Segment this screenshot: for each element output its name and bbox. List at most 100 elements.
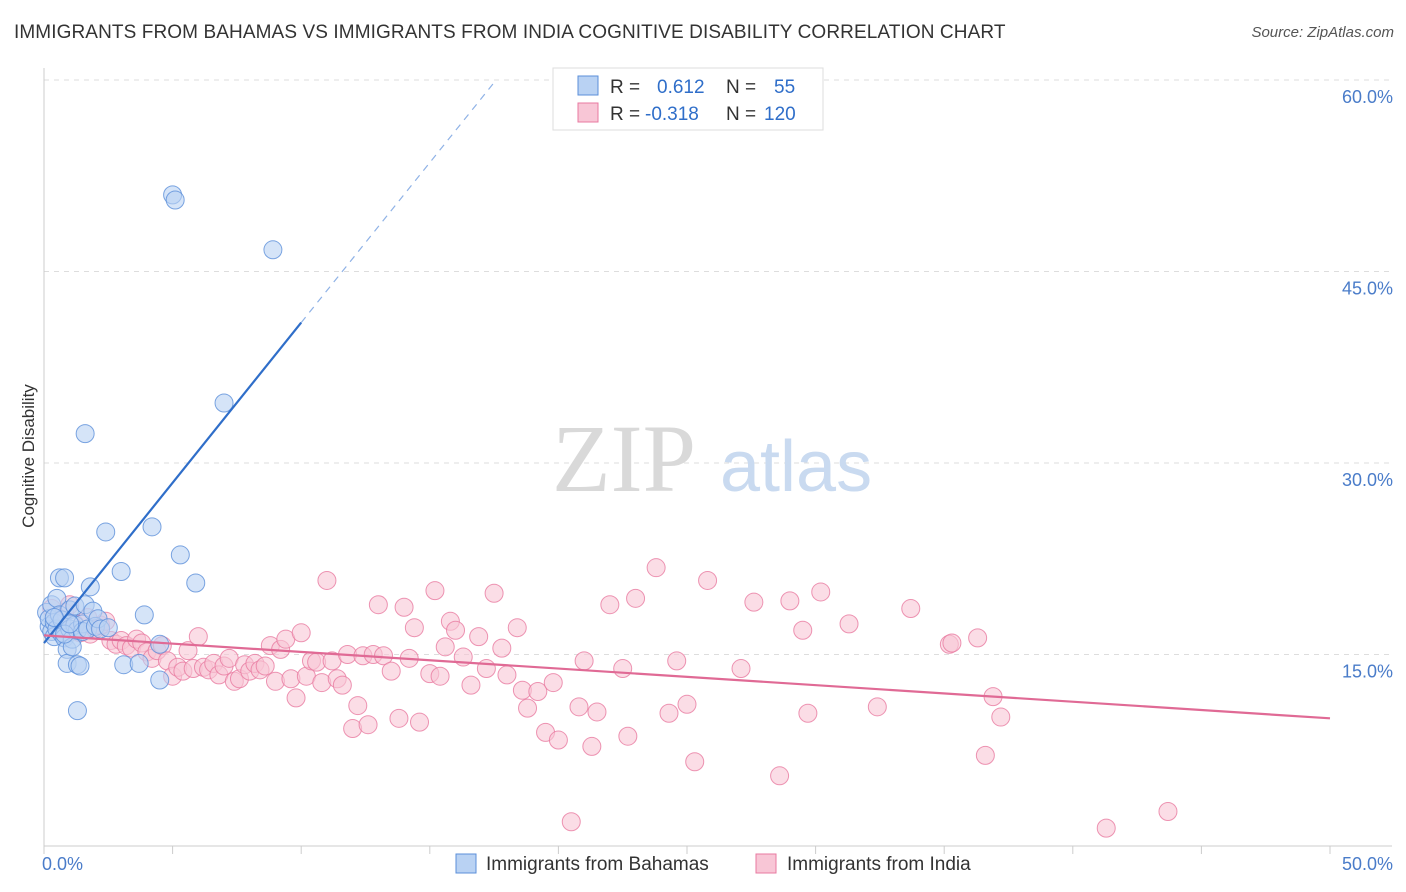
point-india-79 <box>469 627 489 647</box>
point-bahamas-26 <box>70 656 90 676</box>
grid-lines <box>44 79 1392 655</box>
point-india-69 <box>404 618 424 638</box>
point-india-84 <box>507 618 527 638</box>
point-india-101 <box>659 703 679 723</box>
point-india-106 <box>731 659 751 679</box>
stats-swatch-bahamas <box>577 75 599 96</box>
point-india-103 <box>677 694 697 714</box>
stats-box: R = 0.612 N = 55 R = -0.318 N = 120 <box>552 67 824 131</box>
stats-n-value-india: 120 <box>764 104 796 125</box>
point-india-48 <box>291 623 311 643</box>
point-india-122 <box>1158 802 1178 822</box>
point-bahamas-50 <box>214 393 234 413</box>
point-india-47 <box>286 688 306 708</box>
legend-swatch-bahamas <box>455 853 477 874</box>
x-tick-labels: 0.0% 50.0% <box>42 854 1393 874</box>
point-bahamas-30 <box>75 424 95 444</box>
point-india-59 <box>348 696 368 716</box>
point-india-53 <box>317 570 337 590</box>
point-india-74 <box>435 637 455 657</box>
point-india-114 <box>867 697 887 717</box>
y-tick-label-2: 45.0% <box>1342 279 1393 299</box>
point-india-105 <box>698 570 718 590</box>
y-tick-labels: 15.0% 30.0% 45.0% 60.0% <box>1342 87 1393 682</box>
point-india-93 <box>569 697 589 717</box>
point-india-120 <box>991 707 1011 727</box>
point-india-26 <box>178 641 198 661</box>
point-india-110 <box>793 620 813 640</box>
point-india-56 <box>332 675 352 695</box>
legend-swatch-india <box>755 853 777 874</box>
point-india-83 <box>497 665 517 685</box>
point-india-111 <box>798 703 818 723</box>
point-india-100 <box>646 558 666 578</box>
point-india-112 <box>811 582 831 602</box>
point-india-78 <box>461 675 481 695</box>
point-india-102 <box>667 651 687 671</box>
point-bahamas-38 <box>98 618 118 638</box>
point-india-96 <box>600 595 620 615</box>
point-india-118 <box>968 628 988 648</box>
chart-title: IMMIGRANTS FROM BAHAMAS VS IMMIGRANTS FR… <box>14 22 1006 43</box>
point-india-81 <box>484 583 504 603</box>
trend-line-bahamas <box>43 321 303 644</box>
point-india-65 <box>381 661 401 681</box>
point-india-87 <box>528 682 548 702</box>
point-india-90 <box>548 730 568 750</box>
stats-swatch-india <box>577 102 599 123</box>
legend: Immigrants from Bahamas Immigrants from … <box>455 853 971 875</box>
point-india-99 <box>626 588 646 608</box>
x-tick-label-0: 0.0% <box>42 854 83 874</box>
point-india-80 <box>476 659 496 679</box>
y-tick-label-3: 60.0% <box>1342 87 1393 107</box>
stats-r-value-bahamas: 0.612 <box>657 77 705 98</box>
point-bahamas-43 <box>142 517 162 537</box>
point-bahamas-42 <box>134 605 154 625</box>
point-india-107 <box>744 592 764 612</box>
point-india-97 <box>613 659 633 679</box>
trend-line-bahamas-extension <box>300 82 495 323</box>
watermark: ZIP atlas <box>552 405 872 512</box>
point-india-76 <box>446 620 466 640</box>
point-india-95 <box>587 702 607 722</box>
point-india-92 <box>574 651 594 671</box>
trend-lines <box>43 82 1331 720</box>
point-india-41 <box>255 656 275 676</box>
point-india-82 <box>492 638 512 658</box>
point-bahamas-41 <box>129 653 149 673</box>
watermark-atlas: atlas <box>720 427 872 507</box>
point-india-121 <box>1096 818 1116 838</box>
point-bahamas-39 <box>111 562 131 582</box>
point-bahamas-45 <box>150 670 170 690</box>
stats-r-label-bahamas: R = <box>610 77 640 98</box>
point-india-86 <box>518 698 538 718</box>
legend-label-bahamas: Immigrants from Bahamas <box>486 854 709 875</box>
stats-n-label-bahamas: N = <box>726 77 756 98</box>
point-india-70 <box>410 712 430 732</box>
point-bahamas-25 <box>67 701 87 721</box>
point-bahamas-13 <box>55 568 75 588</box>
trend-line-india <box>43 634 1331 720</box>
point-india-104 <box>685 752 705 772</box>
point-india-115 <box>901 599 921 619</box>
chart-source: Source: ZipAtlas.com <box>1251 24 1394 41</box>
point-india-67 <box>394 597 414 617</box>
point-bahamas-49 <box>186 573 206 593</box>
y-tick-label-1: 30.0% <box>1342 470 1393 490</box>
stats-r-value-india: -0.318 <box>645 104 699 125</box>
point-india-63 <box>368 595 388 615</box>
stats-n-label-india: N = <box>726 104 756 125</box>
point-bahamas-48 <box>170 545 190 565</box>
y-axis-label: Cognitive Disability <box>19 384 38 528</box>
watermark-zip: ZIP <box>552 405 696 512</box>
point-india-66 <box>389 708 409 728</box>
point-india-72 <box>425 581 445 601</box>
point-bahamas-51 <box>263 240 283 260</box>
y-tick-label-0: 15.0% <box>1342 662 1393 682</box>
point-india-73 <box>430 666 450 686</box>
point-india-91 <box>561 812 581 832</box>
point-bahamas-47 <box>165 190 185 210</box>
point-india-61 <box>358 715 378 735</box>
point-india-119 <box>975 745 995 765</box>
